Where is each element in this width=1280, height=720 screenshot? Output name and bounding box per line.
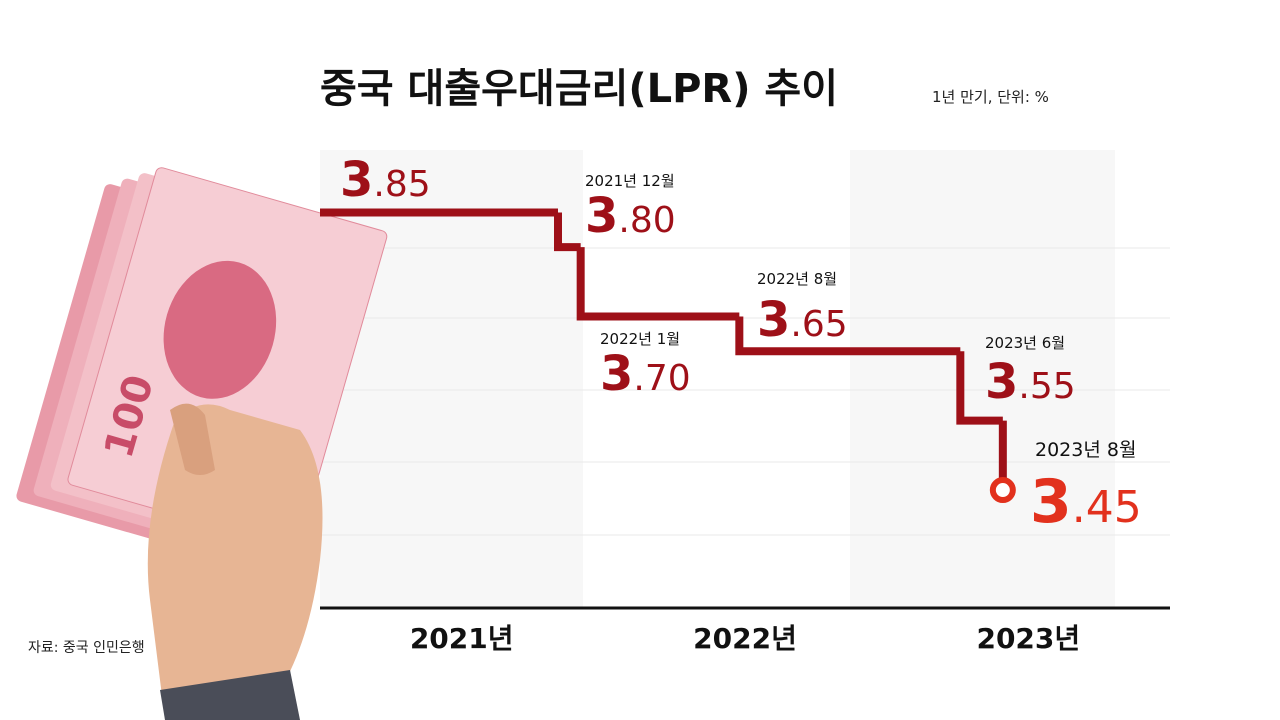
point-date-label: 2021년 12월 — [585, 172, 675, 190]
step-segment — [554, 212, 581, 252]
value-label: 3.85 — [340, 152, 431, 208]
point-date-label: 2022년 8월 — [757, 270, 837, 288]
value-label: 3.45 — [1030, 467, 1142, 537]
value-label: 3.70 — [600, 346, 691, 402]
point-date-label: 2023년 8월 — [1035, 439, 1136, 461]
point-date-label: 2022년 1월 — [600, 330, 680, 348]
band — [850, 150, 1115, 608]
chart-subtitle: 1년 만기, 단위: % — [932, 88, 1049, 106]
chart-title: 중국 대출우대금리(LPR) 추이 — [320, 66, 838, 112]
value-label: 3.80 — [585, 188, 676, 244]
value-label: 3.65 — [757, 292, 848, 348]
source: 자료: 중국 인민은행 — [28, 640, 145, 656]
step-segment — [576, 247, 740, 321]
x-tick-label: 2022년 — [693, 622, 797, 655]
point-date-label: 2023년 6월 — [985, 334, 1065, 352]
band — [320, 150, 583, 608]
end-marker — [989, 477, 1016, 504]
x-tick-label: 2021년 — [410, 622, 514, 655]
step-segment — [735, 316, 961, 356]
value-label: 3.55 — [985, 354, 1076, 410]
x-tick-label: 2023년 — [976, 622, 1080, 655]
illustration: 100 — [16, 167, 388, 720]
guides — [320, 247, 1170, 536]
step-segment — [956, 351, 1003, 425]
